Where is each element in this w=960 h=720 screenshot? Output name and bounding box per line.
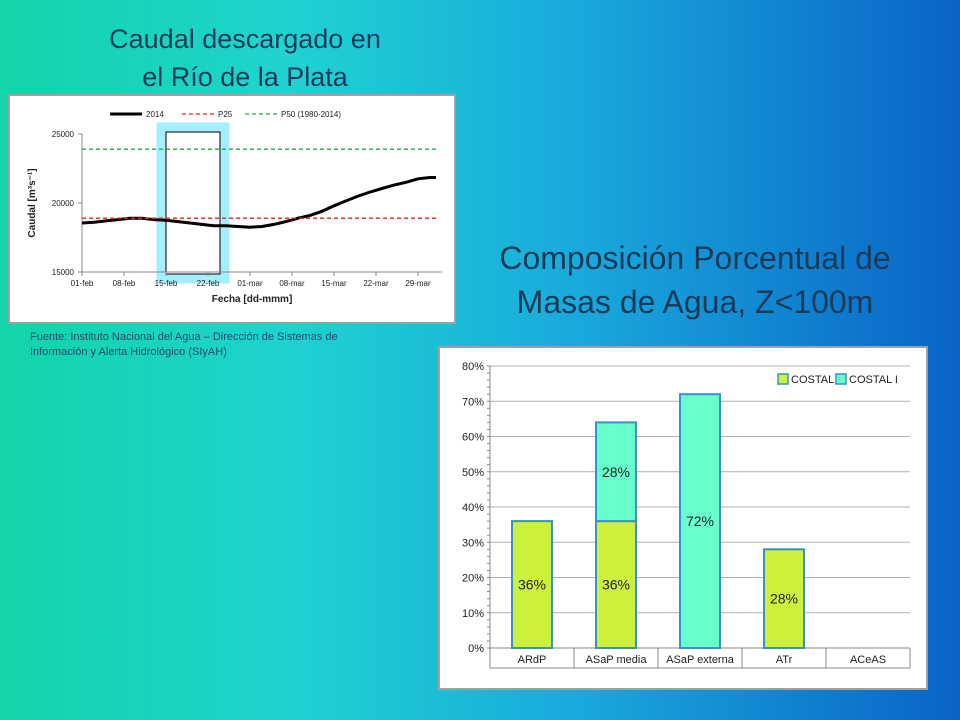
y-tick-label: 10% [462, 608, 484, 620]
composition-bar-chart: 0% 10% 20% 30% 40% 50% 60% 70% 80% 36% ARdP 36% 28% A… [438, 346, 928, 690]
data-label: 28% [602, 464, 630, 480]
x-tick-label: 01-feb [71, 279, 94, 288]
series-line-2014 [81, 176, 436, 229]
y-tick-label: 25000 [52, 130, 75, 139]
flow-line-chart-svg: 15000 20000 25000 01-feb 08-feb 15-feb 22-feb 0… [27, 110, 442, 305]
source-note-line1: Fuente: Instituto Nacional del Agua – Di… [30, 331, 338, 343]
y-tick-label: 60% [462, 432, 484, 444]
y-axis-title: Caudal [m³s⁻¹] [27, 168, 38, 237]
legend-label: P50 (1980-2014) [281, 110, 341, 119]
source-note-line2: Información y Alerta Hidrológico (SIyAH) [30, 346, 227, 358]
flow-line-chart: 15000 20000 25000 01-feb 08-feb 15-feb 22-feb 0… [8, 94, 456, 324]
bar-segment [595, 421, 637, 523]
legend-label: 2014 [146, 110, 164, 119]
data-label: 36% [518, 577, 546, 593]
data-label: 36% [602, 577, 630, 593]
x-tick-label: ASaP externa [666, 654, 735, 666]
x-tick-label: ATr [776, 654, 793, 666]
y-tick-label: 70% [462, 396, 484, 408]
y-tick-label: 30% [462, 537, 484, 549]
composition-chart-title-line2: Masas de Agua, Z<100m [516, 284, 874, 320]
x-tick-label: 29-mar [405, 279, 431, 288]
bar-segment [511, 520, 553, 650]
composition-chart-title: Composición Porcentual de Masas de Agua,… [455, 236, 935, 324]
bar-segment [763, 548, 805, 649]
x-axis-title: Fecha [dd-mmm] [212, 294, 293, 305]
legend-swatch [835, 373, 847, 385]
y-tick-label: 80% [462, 361, 484, 373]
y-tick-label: 20% [462, 573, 484, 585]
legend-swatch [777, 373, 789, 385]
data-label: 28% [770, 591, 798, 607]
legend-label: COSTAL I [849, 374, 898, 386]
y-tick-label: 20000 [52, 199, 75, 208]
y-tick-label: 0% [468, 643, 484, 655]
bar-segment [595, 520, 637, 650]
x-tick-label: 22-mar [363, 279, 389, 288]
highlight-box [165, 131, 221, 275]
legend-label: P25 [218, 110, 233, 119]
x-tick-label: 01-mar [237, 279, 263, 288]
x-tick-label: 22-feb [197, 279, 220, 288]
composition-chart-title-line1: Composición Porcentual de [499, 240, 891, 276]
x-tick-label: 08-mar [279, 279, 305, 288]
x-tick-label: 08-feb [113, 279, 136, 288]
x-tick-label: ACeAS [850, 654, 886, 666]
highlight-glow [156, 122, 230, 284]
legend-label: COSTAL II [791, 374, 843, 386]
composition-bar-chart-svg: 0% 10% 20% 30% 40% 50% 60% 70% 80% 36% ARdP 36% 28% A… [462, 361, 911, 669]
data-label: 72% [686, 513, 714, 529]
x-tick-label: 15-mar [321, 279, 347, 288]
flow-chart-title-line1: Caudal descargado en [109, 24, 381, 54]
x-tick-label: 15-feb [155, 279, 178, 288]
source-note: Fuente: Instituto Nacional del Agua – Di… [30, 330, 440, 360]
y-tick-label: 40% [462, 502, 484, 514]
y-tick-label: 50% [462, 467, 484, 479]
x-tick-label: ASaP media [586, 654, 648, 666]
y-tick-label: 15000 [52, 268, 75, 277]
bar-segment [679, 393, 721, 650]
flow-chart-title: Caudal descargado en el Río de la Plata [60, 20, 430, 96]
flow-chart-title-line2: el Río de la Plata [142, 62, 348, 92]
x-tick-label: ARdP [518, 654, 547, 666]
